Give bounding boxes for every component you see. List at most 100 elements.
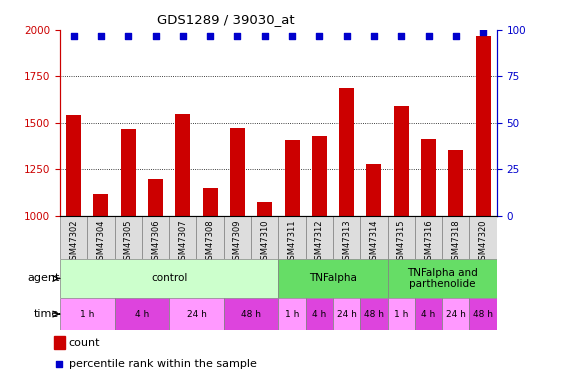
Bar	[388, 259, 497, 298]
Text: GSM47312: GSM47312	[315, 219, 324, 265]
Text: percentile rank within the sample: percentile rank within the sample	[69, 358, 256, 369]
Text: 4 h: 4 h	[421, 310, 436, 319]
Bar	[469, 298, 497, 330]
Bar	[60, 298, 115, 330]
Point	[178, 33, 187, 39]
Text: 24 h: 24 h	[446, 310, 466, 319]
Text: GSM47316: GSM47316	[424, 219, 433, 265]
Bar	[120, 129, 136, 216]
Bar	[333, 298, 360, 330]
Text: agent: agent	[27, 273, 59, 284]
Text: GSM47308: GSM47308	[206, 219, 215, 265]
Bar	[421, 139, 436, 216]
Text: GSM47318: GSM47318	[451, 219, 460, 265]
Bar	[203, 188, 218, 216]
Text: 24 h: 24 h	[337, 310, 356, 319]
Bar	[60, 216, 87, 259]
Text: GSM47310: GSM47310	[260, 219, 269, 265]
Text: GSM47311: GSM47311	[288, 219, 296, 265]
Bar	[442, 216, 469, 259]
Bar	[305, 216, 333, 259]
Text: 48 h: 48 h	[364, 310, 384, 319]
Text: GSM47314: GSM47314	[369, 219, 379, 265]
Bar	[394, 106, 409, 216]
Bar	[279, 298, 305, 330]
Text: count: count	[69, 338, 100, 348]
Bar	[148, 179, 163, 216]
Text: GSM47309: GSM47309	[233, 219, 242, 265]
Bar	[54, 336, 65, 350]
Bar	[388, 298, 415, 330]
Text: GSM47307: GSM47307	[178, 219, 187, 265]
Point	[69, 33, 78, 39]
Point	[55, 361, 64, 367]
Bar	[339, 88, 354, 216]
Bar	[94, 194, 108, 216]
Point	[451, 33, 460, 39]
Bar	[388, 216, 415, 259]
Point	[478, 29, 488, 35]
Text: TNFalpha: TNFalpha	[309, 273, 357, 284]
Bar	[279, 259, 388, 298]
Text: 4 h: 4 h	[312, 310, 327, 319]
Point	[315, 33, 324, 39]
Text: 1 h: 1 h	[394, 310, 408, 319]
Text: 1 h: 1 h	[80, 310, 94, 319]
Bar	[115, 298, 169, 330]
Point	[233, 33, 242, 39]
Text: GSM47313: GSM47313	[342, 219, 351, 265]
Bar	[60, 259, 279, 298]
Text: GSM47315: GSM47315	[397, 219, 406, 265]
Point	[124, 33, 133, 39]
Bar	[448, 150, 463, 216]
Bar	[333, 216, 360, 259]
Text: control: control	[151, 273, 187, 284]
Bar	[442, 298, 469, 330]
Bar	[360, 216, 388, 259]
Text: GSM47302: GSM47302	[69, 219, 78, 265]
Bar	[224, 298, 279, 330]
Bar	[367, 164, 381, 216]
Bar	[251, 216, 279, 259]
Bar	[169, 216, 196, 259]
Bar	[284, 141, 300, 216]
Point	[260, 33, 270, 39]
Text: 4 h: 4 h	[135, 310, 149, 319]
Point	[206, 33, 215, 39]
Bar	[312, 136, 327, 216]
Text: 24 h: 24 h	[187, 310, 206, 319]
Bar	[175, 114, 190, 216]
Text: GSM47304: GSM47304	[96, 219, 106, 265]
Bar	[469, 216, 497, 259]
Point	[287, 33, 296, 39]
Bar	[230, 128, 245, 216]
Point	[342, 33, 351, 39]
Point	[96, 33, 106, 39]
Bar	[115, 216, 142, 259]
Text: GSM47305: GSM47305	[124, 219, 132, 265]
Point	[397, 33, 406, 39]
Bar	[87, 216, 115, 259]
Text: 48 h: 48 h	[241, 310, 261, 319]
Text: TNFalpha and
parthenolide: TNFalpha and parthenolide	[407, 268, 477, 289]
Point	[151, 33, 160, 39]
Text: 48 h: 48 h	[473, 310, 493, 319]
Bar	[224, 216, 251, 259]
Text: GSM47306: GSM47306	[151, 219, 160, 265]
Text: GSM47320: GSM47320	[478, 219, 488, 265]
Bar	[360, 298, 388, 330]
Bar	[257, 202, 272, 216]
Bar	[279, 216, 305, 259]
Point	[424, 33, 433, 39]
Point	[369, 33, 379, 39]
Bar	[415, 216, 442, 259]
Bar	[476, 36, 490, 216]
Bar	[142, 216, 169, 259]
Bar	[415, 298, 442, 330]
Bar	[169, 298, 224, 330]
Bar	[66, 116, 81, 216]
Bar	[196, 216, 224, 259]
Bar	[305, 298, 333, 330]
Text: 1 h: 1 h	[285, 310, 299, 319]
Text: time: time	[34, 309, 59, 319]
